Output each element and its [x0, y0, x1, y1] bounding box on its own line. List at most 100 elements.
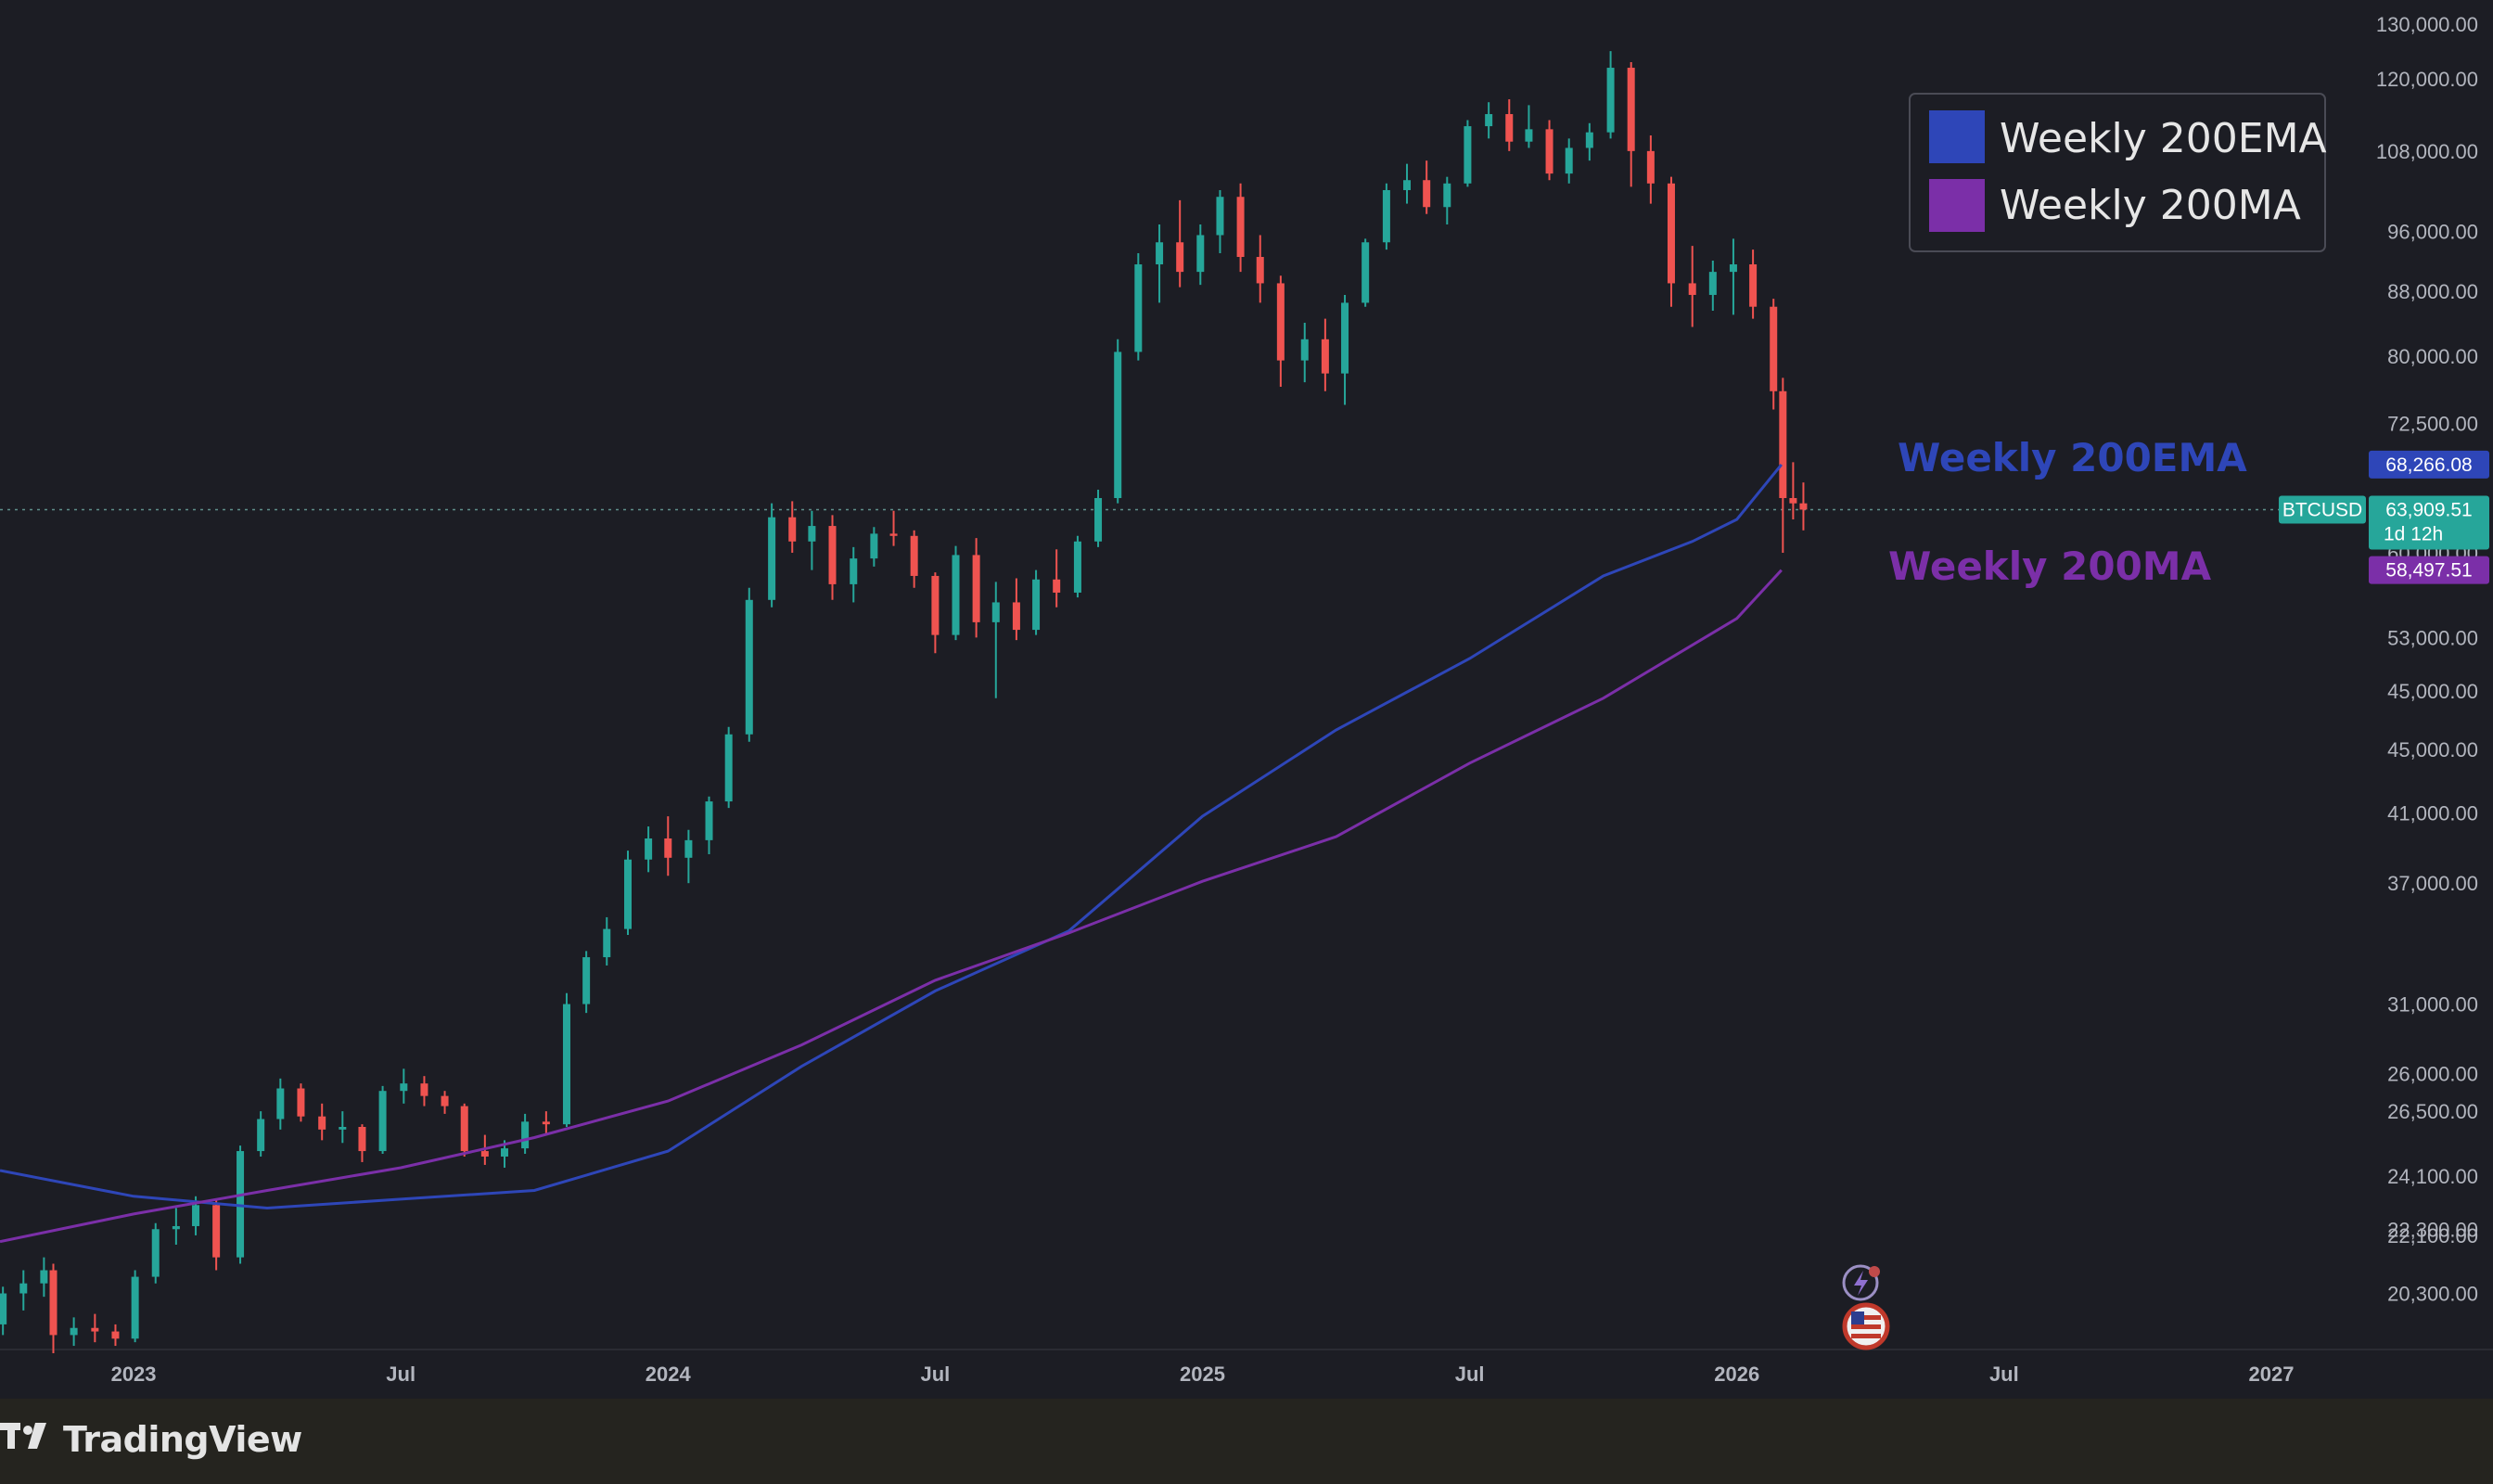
- candle-body: [49, 1270, 58, 1336]
- candle-body: [1114, 352, 1122, 498]
- candle-body: [318, 1116, 326, 1130]
- candle-body: [562, 1004, 570, 1125]
- price-tag-current: [2369, 495, 2489, 550]
- candle-body: [1053, 579, 1061, 593]
- y-tick-label: 22,100.00: [2387, 1224, 2478, 1247]
- y-tick-label: 26,000.00: [2387, 1063, 2478, 1086]
- price-axis[interactable]: 130,000.00 120,000.00 108,000.00 96,000.00 8…: [2376, 13, 2478, 1305]
- y-tick-label: 108,000.00: [2376, 140, 2478, 163]
- lightning-event-icon[interactable]: [1842, 1264, 1880, 1301]
- candle-body: [724, 734, 733, 802]
- candle-body: [1032, 579, 1041, 631]
- candle-body: [1423, 180, 1431, 208]
- annotation-weekly-200ma: Weekly 200MA: [1888, 544, 2212, 589]
- us-flag-event-icon[interactable]: [1842, 1302, 1890, 1350]
- candle-body: [70, 1327, 78, 1336]
- x-tick-label: 2023: [111, 1362, 157, 1386]
- candle-body: [1505, 114, 1514, 142]
- candle-body: [768, 517, 776, 600]
- candle-body: [276, 1088, 285, 1119]
- candle-body: [664, 838, 672, 858]
- candle-body: [257, 1119, 265, 1152]
- y-tick-label: 53,000.00: [2387, 626, 2478, 649]
- candle-body: [441, 1095, 449, 1107]
- candle-body: [870, 533, 878, 559]
- candle-body: [952, 555, 960, 635]
- candle-body: [931, 575, 940, 635]
- legend-frame: [1909, 93, 2326, 252]
- candle-body: [910, 535, 918, 576]
- candle-body: [1485, 114, 1493, 127]
- candle-body: [1688, 283, 1696, 295]
- candle-body: [1779, 390, 1787, 498]
- candle-body: [91, 1327, 99, 1332]
- candle-body: [1382, 189, 1390, 243]
- candle-body: [1749, 264, 1758, 307]
- y-tick-label: 88,000.00: [2387, 280, 2478, 303]
- annotation-weekly-200ema: Weekly 200EMA: [1898, 435, 2247, 480]
- candle-body: [1464, 126, 1472, 184]
- candle-body: [684, 839, 693, 858]
- candle-body: [1667, 183, 1675, 284]
- y-tick-label: 41,000.00: [2387, 802, 2478, 825]
- candle-body: [1300, 339, 1309, 361]
- time-axis[interactable]: 2023 Jul 2024 Jul 2025 Jul 2026 Jul 2027: [111, 1362, 2295, 1386]
- symbol-tag-label: BTCUSD: [2282, 499, 2362, 520]
- y-tick-label: 96,000.00: [2387, 221, 2478, 244]
- candle-body: [1094, 497, 1103, 542]
- event-markers[interactable]: [1842, 1264, 1890, 1350]
- candle-body: [1196, 235, 1205, 273]
- candle-body: [1606, 68, 1615, 133]
- x-tick-label: 2026: [1714, 1362, 1759, 1386]
- candle-body: [420, 1083, 428, 1096]
- candle-body: [1789, 497, 1797, 504]
- candle-body: [1156, 242, 1164, 265]
- candle-body: [131, 1276, 139, 1339]
- candle-body: [501, 1148, 509, 1157]
- y-tick-label: 80,000.00: [2387, 345, 2478, 368]
- candle-body: [1585, 132, 1593, 148]
- candle-body: [378, 1091, 387, 1152]
- candle-body: [339, 1126, 347, 1130]
- candle-body: [1362, 242, 1370, 303]
- legend-label-ema: Weekly 200EMA: [2000, 115, 2327, 162]
- y-tick-label: 72,500.00: [2387, 413, 2478, 436]
- brand-name: TradingView: [63, 1419, 302, 1460]
- candle-body: [1799, 503, 1808, 510]
- candle-body: [828, 526, 837, 584]
- candle-body: [1176, 242, 1184, 273]
- candle-body: [1236, 197, 1245, 258]
- y-tick-label: 24,100.00: [2387, 1165, 2478, 1188]
- candle-body: [1627, 68, 1635, 151]
- candle-body: [1341, 302, 1349, 374]
- candle-body: [808, 526, 816, 542]
- y-tick-label: 45,000.00: [2387, 680, 2478, 703]
- candle-body: [1565, 147, 1573, 174]
- legend-box: Weekly 200EMA Weekly 200MA: [1909, 93, 2327, 252]
- candle-body: [1545, 129, 1553, 174]
- candle-body: [480, 1151, 489, 1157]
- price-tag-current-value: 63,909.51: [2385, 499, 2472, 520]
- price-tag-ema: [2369, 450, 2489, 479]
- footer-bar: TradingView: [0, 1399, 2493, 1484]
- legend-label-ma: Weekly 200MA: [2000, 182, 2301, 229]
- candle-body: [111, 1331, 120, 1339]
- candle-body: [400, 1083, 408, 1092]
- candle-body: [624, 859, 633, 929]
- legend-swatch-ema: [1929, 110, 1985, 163]
- x-tick-label: Jul: [386, 1362, 416, 1386]
- y-tick-label: 37,000.00: [2387, 872, 2478, 895]
- candle-body: [991, 602, 1000, 622]
- candle-body: [19, 1283, 28, 1294]
- btc-weekly-chart[interactable]: 130,000.00 120,000.00 108,000.00 96,000.00 8…: [0, 0, 2493, 1399]
- candle-body: [1403, 180, 1412, 190]
- candle-body: [0, 1293, 7, 1324]
- candle-body: [542, 1121, 550, 1125]
- x-tick-label: Jul: [1989, 1362, 2019, 1386]
- symbol-tag: [2279, 495, 2366, 524]
- candle-body: [1134, 264, 1143, 352]
- candle-body: [1073, 541, 1081, 593]
- candle-body: [1729, 264, 1737, 273]
- tradingview-logo-icon: [0, 1423, 46, 1449]
- candle-body: [582, 957, 591, 1004]
